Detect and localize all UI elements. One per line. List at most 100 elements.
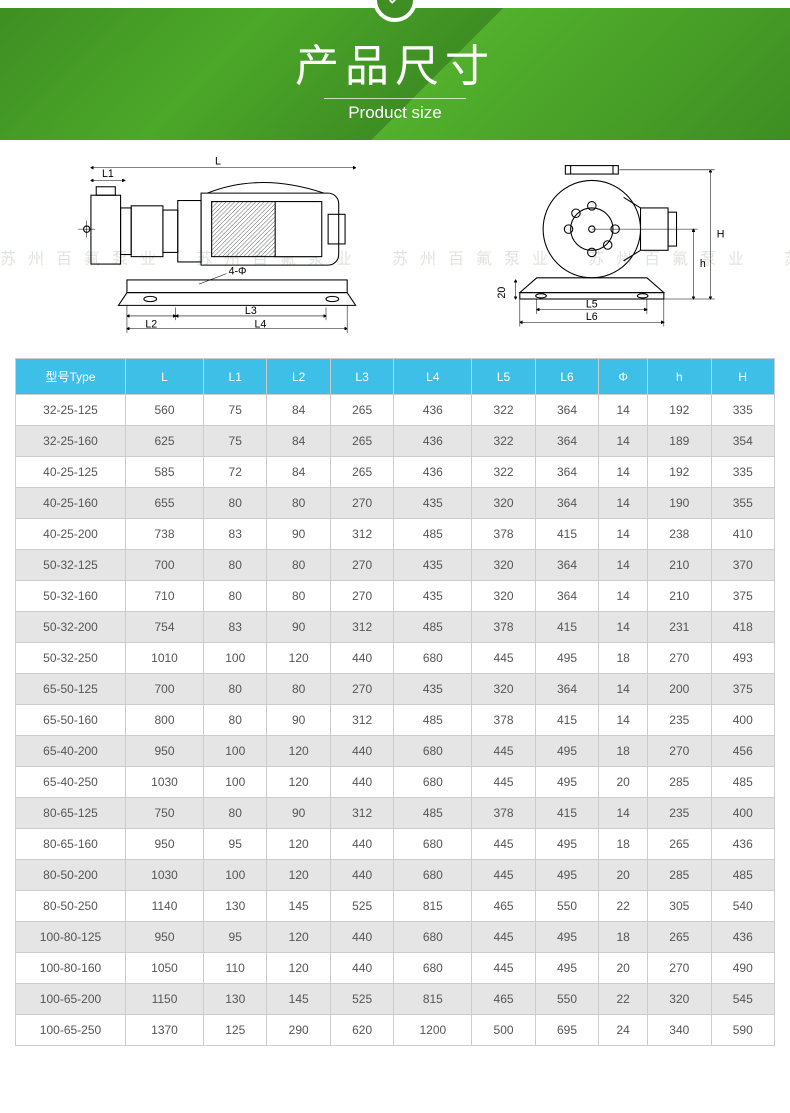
table-cell: 130 [204,891,267,922]
table-cell: 375 [711,674,774,705]
table-cell: 235 [648,798,711,829]
table-cell: 312 [330,519,393,550]
table-cell: 435 [394,674,472,705]
table-cell: 120 [267,953,330,984]
table-cell: 415 [535,612,598,643]
table-cell: 335 [711,395,774,426]
table-cell: 80-65-160 [16,829,126,860]
table-cell: 485 [394,519,472,550]
table-cell: 50-32-125 [16,550,126,581]
table-cell: 700 [126,550,204,581]
svg-text:h: h [699,258,705,270]
table-cell: 200 [648,674,711,705]
table-cell: 100 [204,767,267,798]
table-cell: 456 [711,736,774,767]
table-cell: 950 [126,922,204,953]
table-row: 50-32-160710808027043532036414210375 [16,581,775,612]
table-cell: 485 [394,798,472,829]
table-cell: 436 [394,426,472,457]
table-cell: 1030 [126,860,204,891]
table-cell: 1030 [126,767,204,798]
table-cell: 80-50-250 [16,891,126,922]
table-cell: 210 [648,550,711,581]
table-cell: 100 [204,643,267,674]
table-cell: 415 [535,798,598,829]
table-cell: 320 [472,488,535,519]
table-cell: 620 [330,1015,393,1046]
table-cell: 90 [267,705,330,736]
table-cell: 1140 [126,891,204,922]
table-cell: 265 [648,829,711,860]
table-cell: 80 [204,550,267,581]
table-cell: 525 [330,891,393,922]
table-cell: 495 [535,922,598,953]
table-cell: 410 [711,519,774,550]
table-cell: 320 [472,550,535,581]
table-cell: 80 [204,488,267,519]
col-header: L [126,359,204,395]
table-cell: 364 [535,488,598,519]
table-row: 100-80-1259509512044068044549518265436 [16,922,775,953]
table-cell: 84 [267,457,330,488]
col-header: H [711,359,774,395]
table-cell: 65-50-160 [16,705,126,736]
table-cell: 270 [648,643,711,674]
table-cell: 950 [126,736,204,767]
table-cell: 50-32-200 [16,612,126,643]
table-cell: 625 [126,426,204,457]
table-cell: 495 [535,736,598,767]
table-cell: 322 [472,457,535,488]
table-row: 40-25-125585728426543632236414192335 [16,457,775,488]
table-cell: 14 [599,457,648,488]
table-cell: 655 [126,488,204,519]
svg-text:4-Φ: 4-Φ [228,266,246,278]
table-row: 100-65-200115013014552581546555022320545 [16,984,775,1015]
table-cell: 1050 [126,953,204,984]
table-cell: 192 [648,395,711,426]
table-cell: 495 [535,953,598,984]
table-cell: 32-25-125 [16,395,126,426]
svg-text:L6: L6 [585,311,597,323]
table-cell: 590 [711,1015,774,1046]
table-row: 40-25-160655808027043532036414190355 [16,488,775,519]
table-cell: 445 [472,643,535,674]
col-header: L2 [267,359,330,395]
table-cell: 364 [535,457,598,488]
table-cell: 14 [599,705,648,736]
table-cell: 738 [126,519,204,550]
col-header: L4 [394,359,472,395]
table-cell: 500 [472,1015,535,1046]
table-row: 80-65-125750809031248537841514235400 [16,798,775,829]
table-row: 50-32-125700808027043532036414210370 [16,550,775,581]
col-header: L6 [535,359,598,395]
section-banner: 产品尺寸 Product size [0,0,790,140]
table-cell: 525 [330,984,393,1015]
table-cell: 75 [204,426,267,457]
table-cell: 210 [648,581,711,612]
table-cell: 465 [472,891,535,922]
table-cell: 265 [330,426,393,457]
table-cell: 445 [472,922,535,953]
table-cell: 100-65-250 [16,1015,126,1046]
table-cell: 265 [330,457,393,488]
table-cell: 238 [648,519,711,550]
table-cell: 100-80-125 [16,922,126,953]
table-cell: 18 [599,829,648,860]
table-cell: 320 [648,984,711,1015]
table-cell: 72 [204,457,267,488]
table-cell: 285 [648,860,711,891]
table-cell: 445 [472,736,535,767]
table-cell: 120 [267,860,330,891]
table-cell: 1200 [394,1015,472,1046]
banner-title-en: Product size [324,98,466,123]
table-cell: 560 [126,395,204,426]
table-cell: 680 [394,922,472,953]
table-cell: 378 [472,705,535,736]
table-cell: 435 [394,550,472,581]
table-cell: 710 [126,581,204,612]
table-row: 32-25-125560758426543632236414192335 [16,395,775,426]
table-cell: 364 [535,426,598,457]
table-cell: 80 [204,705,267,736]
table-cell: 485 [394,705,472,736]
table-cell: 436 [711,922,774,953]
